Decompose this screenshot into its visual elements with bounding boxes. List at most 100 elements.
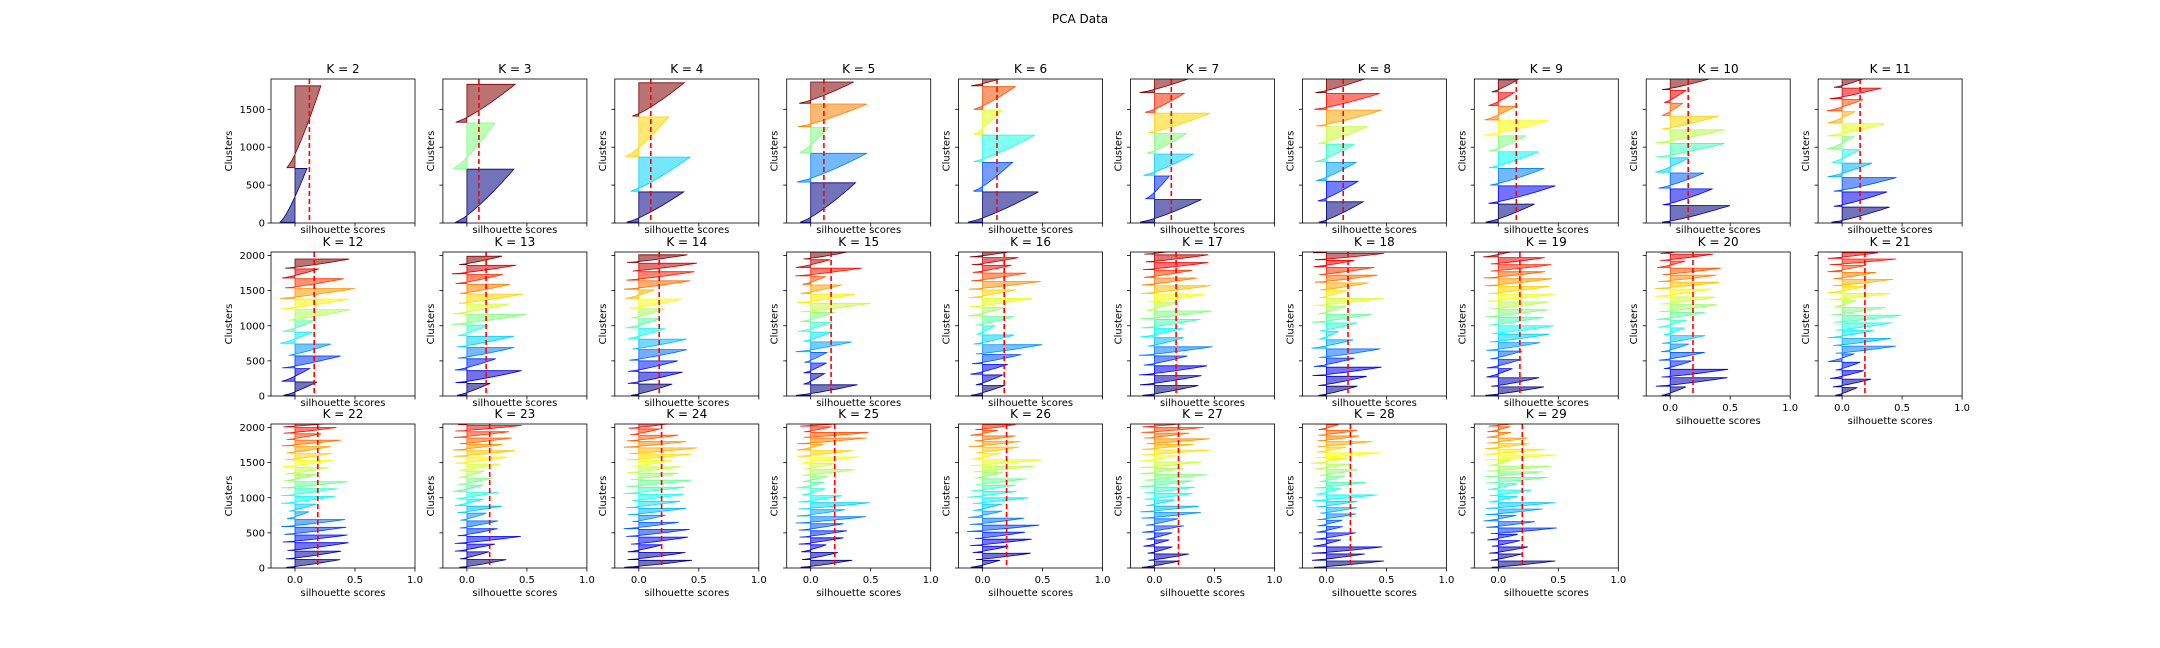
panel-k-24: 0.0 0.5 1.0 silhouette scores Clusters K = 24: [598, 407, 767, 599]
cluster-silhouette: [625, 289, 655, 299]
cluster-silhouette: [1489, 489, 1532, 497]
cluster-silhouette: [975, 316, 1015, 326]
panel-title: K = 21: [1870, 235, 1911, 249]
cluster-silhouette: [1318, 305, 1347, 315]
axes-frame: [958, 78, 1103, 224]
cluster-silhouette: [1143, 355, 1188, 366]
cluster-silhouette: [1831, 149, 1862, 163]
silhouette-plot: [623, 254, 697, 396]
cluster-silhouette: [1485, 203, 1535, 223]
cluster-silhouette: [1661, 102, 1684, 116]
panel-title: K = 26: [1010, 407, 1051, 421]
silhouette-plot: [795, 424, 870, 568]
axes-frame: [1130, 78, 1275, 224]
x-tick-label: 0.5: [1035, 575, 1051, 586]
cluster-silhouette: [1144, 269, 1193, 278]
cluster-silhouette: [626, 528, 690, 537]
cluster-silhouette: [1483, 514, 1517, 522]
y-tick-label: 500: [246, 528, 265, 539]
panel-title: K = 28: [1354, 407, 1395, 421]
cluster-silhouette: [1315, 253, 1385, 261]
y-tick-label: 500: [246, 181, 265, 192]
cluster-silhouette: [974, 472, 1003, 479]
y-tick-label: 1500: [240, 458, 265, 469]
cluster-silhouette: [631, 383, 673, 396]
x-axis-label: silhouette scores: [816, 588, 901, 599]
cluster-silhouette: [283, 474, 318, 482]
cluster-silhouette: [452, 303, 510, 315]
x-tick-label: 0.0: [975, 575, 991, 586]
cluster-silhouette: [1318, 424, 1339, 431]
cluster-silhouette: [803, 462, 836, 470]
cluster-silhouette: [1320, 322, 1358, 332]
panel-k-29: 0.0 0.5 1.0 silhouette scores Clusters K = 29: [1457, 407, 1626, 599]
y-tick-label: 2000: [240, 251, 265, 262]
cluster-silhouette: [286, 446, 332, 454]
cluster-silhouette: [281, 460, 333, 468]
panel-title: K = 19: [1526, 235, 1567, 249]
cluster-silhouette: [970, 538, 1032, 546]
cluster-silhouette: [1138, 365, 1208, 376]
panel-title: K = 15: [838, 235, 879, 249]
cluster-silhouette: [1827, 286, 1867, 294]
cluster-silhouette: [968, 510, 1003, 518]
x-tick-label: 0.5: [863, 575, 879, 586]
panel-title: K = 23: [494, 407, 535, 421]
cluster-silhouette: [455, 274, 503, 285]
axes-frame: [270, 423, 416, 569]
cluster-silhouette: [1318, 385, 1358, 396]
cluster-silhouette: [632, 262, 697, 272]
cluster-silhouette: [1488, 92, 1516, 106]
cluster-silhouette: [1835, 345, 1896, 354]
cluster-silhouette: [1827, 136, 1856, 150]
cluster-silhouette: [1313, 357, 1355, 367]
y-axis-label: Clusters: [942, 131, 953, 172]
cluster-silhouette: [458, 463, 500, 471]
cluster-silhouette: [1661, 115, 1719, 130]
y-tick-label: 1500: [240, 105, 265, 116]
cluster-silhouette: [797, 450, 853, 457]
x-tick-label: 1.0: [579, 575, 595, 586]
cluster-silhouette: [1829, 258, 1896, 266]
cluster-silhouette: [1313, 260, 1355, 268]
axes-frame: [442, 423, 588, 569]
cluster-silhouette: [803, 252, 848, 260]
cluster-silhouette: [1315, 143, 1355, 163]
cluster-silhouette: [973, 503, 1003, 511]
cluster-silhouette: [1140, 480, 1193, 487]
cluster-silhouette: [1144, 474, 1208, 481]
cluster-silhouette: [975, 552, 1031, 560]
cluster-silhouette: [1140, 505, 1200, 513]
cluster-silhouette: [1659, 304, 1718, 313]
cluster-silhouette: [284, 526, 347, 535]
cluster-silhouette: [1488, 135, 1527, 152]
x-tick-label: 1.0: [1267, 575, 1283, 586]
x-axis-label: silhouette scores: [301, 225, 386, 236]
panel-title: K = 4: [670, 62, 703, 76]
cluster-silhouette: [1143, 539, 1170, 547]
cluster-silhouette: [1145, 254, 1209, 263]
y-axis-label: Clusters: [1114, 476, 1125, 517]
axes-frame: [442, 251, 588, 397]
silhouette-plot: [1827, 252, 1902, 396]
cluster-silhouette: [1141, 427, 1204, 433]
cluster-silhouette: [286, 85, 322, 169]
x-axis-label: silhouette scores: [1676, 225, 1761, 236]
x-tick-label: 0.5: [1550, 575, 1566, 586]
cluster-silhouette: [458, 293, 524, 304]
cluster-silhouette: [280, 298, 350, 310]
cluster-silhouette: [1140, 310, 1213, 320]
cluster-silhouette: [1663, 360, 1692, 370]
silhouette-plot: [1311, 424, 1385, 568]
panel-k-5: silhouette scores Clusters K = 5: [770, 62, 932, 236]
cluster-silhouette: [1654, 288, 1712, 297]
x-tick-label: 0.0: [803, 575, 819, 586]
y-axis-label: Clusters: [942, 476, 953, 517]
cluster-silhouette: [1827, 330, 1874, 339]
cluster-silhouette: [630, 308, 665, 319]
axes-frame: [1302, 251, 1447, 397]
cluster-silhouette: [1487, 411, 1519, 415]
cluster-silhouette: [1661, 386, 1687, 396]
cluster-silhouette: [971, 79, 1001, 87]
x-tick-label: 0.0: [1662, 403, 1678, 414]
